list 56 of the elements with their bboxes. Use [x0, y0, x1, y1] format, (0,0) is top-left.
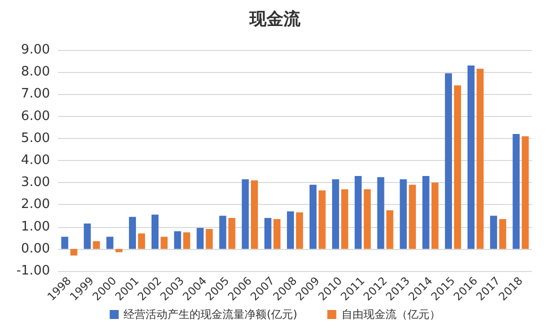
bar — [196, 228, 204, 249]
y-tick-label: -1.00 — [16, 264, 50, 278]
bar — [431, 182, 438, 249]
bar — [286, 211, 294, 249]
bar — [160, 236, 168, 249]
chart-title: 现金流 — [248, 10, 302, 30]
bar — [476, 68, 484, 249]
bar — [400, 179, 407, 249]
y-tick-label: 0.00 — [21, 241, 50, 256]
bar — [138, 233, 146, 249]
bar — [174, 231, 182, 249]
y-tick-label: 9.00 — [21, 42, 50, 58]
y-tick-label: 5.00 — [21, 130, 50, 146]
bar — [444, 73, 452, 249]
bar — [386, 210, 394, 249]
bar — [152, 214, 159, 249]
bar — [364, 189, 371, 249]
bar — [318, 190, 326, 249]
bar — [522, 136, 529, 249]
legend-label: 经营活动产生的现金流量净额(亿元) — [124, 308, 298, 321]
bar — [408, 184, 416, 249]
bar — [273, 219, 280, 249]
bar — [422, 176, 430, 249]
bar — [377, 177, 384, 249]
y-tick-label: 3.00 — [21, 175, 50, 190]
bar — [490, 216, 498, 249]
bar — [512, 134, 520, 249]
legend-label: 自由现金流（亿元） — [341, 308, 440, 321]
bar — [499, 219, 506, 249]
y-tick-label: 7.00 — [21, 86, 50, 102]
bar — [128, 216, 136, 249]
y-tick-label: 2.00 — [21, 197, 50, 212]
bar — [84, 223, 91, 249]
bar — [468, 65, 475, 249]
bar — [250, 180, 258, 249]
bar — [454, 85, 462, 249]
bar — [242, 179, 249, 249]
bar — [228, 218, 236, 249]
bar — [310, 184, 317, 249]
bar — [61, 236, 68, 249]
bar — [115, 248, 122, 252]
bar — [332, 179, 340, 249]
bar — [183, 232, 190, 249]
bar — [206, 229, 213, 249]
bar — [341, 189, 348, 249]
bar — [106, 236, 114, 249]
bar — [92, 241, 100, 249]
bar — [264, 218, 272, 249]
bar — [296, 212, 304, 249]
y-tick-label: 8.00 — [21, 64, 50, 80]
y-tick-label: 6.00 — [21, 108, 50, 124]
bar — [219, 216, 226, 249]
y-tick-label: 1.00 — [21, 219, 50, 234]
bar — [70, 248, 78, 256]
bar — [354, 176, 362, 249]
y-tick-label: 4.00 — [21, 153, 50, 168]
